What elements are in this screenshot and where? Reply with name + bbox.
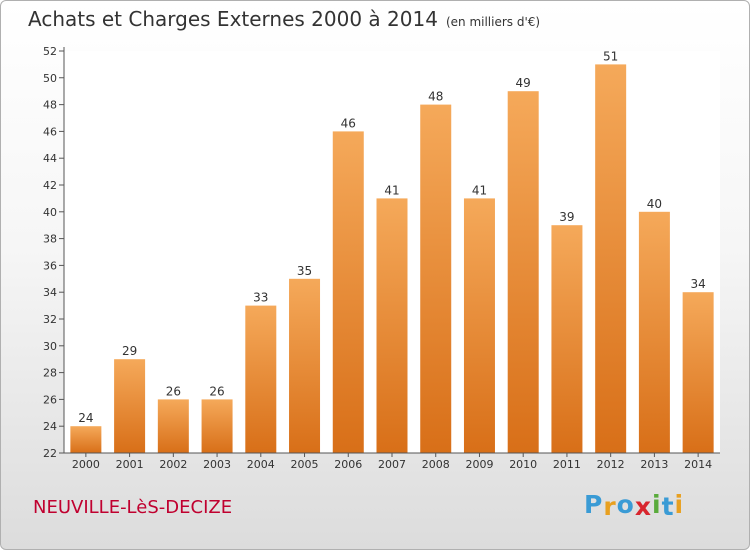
logo-letter: x	[634, 492, 652, 521]
x-tick-label: 2013	[640, 458, 668, 471]
title-unit: (en milliers d'€)	[445, 15, 541, 29]
bar-value-label: 35	[297, 264, 312, 278]
bar-value-label: 26	[166, 384, 181, 398]
chart-title: Achats et Charges Externes 2000 à 2014 (e…	[28, 7, 540, 31]
y-tick-label: 32	[43, 313, 57, 326]
y-tick-label: 48	[43, 99, 57, 112]
x-tick-label: 2002	[159, 458, 187, 471]
x-tick-label: 2010	[509, 458, 537, 471]
bar-value-label: 26	[209, 384, 224, 398]
title-text: Achats et Charges Externes 2000 à 2014	[28, 7, 438, 31]
logo-letter: o	[616, 490, 635, 519]
bar-value-label: 41	[472, 183, 487, 197]
bar	[114, 359, 146, 453]
y-tick-label: 42	[43, 179, 57, 192]
logo-letter: t	[661, 492, 675, 521]
bar	[420, 104, 452, 453]
bar	[70, 426, 102, 453]
bar	[157, 399, 189, 453]
logo-letter: P	[584, 490, 604, 519]
y-tick-label: 28	[43, 367, 57, 380]
bar-value-label: 48	[428, 90, 443, 104]
x-tick-label: 2003	[203, 458, 231, 471]
bar	[551, 225, 583, 453]
y-tick-label: 52	[43, 45, 57, 58]
x-tick-label: 2004	[247, 458, 275, 471]
bar-value-label: 39	[559, 210, 574, 224]
bar-value-label: 49	[516, 76, 531, 90]
y-tick-label: 36	[43, 259, 57, 272]
x-tick-label: 2005	[291, 458, 319, 471]
bar-value-label: 29	[122, 344, 137, 358]
bar	[245, 305, 277, 453]
bar	[201, 399, 233, 453]
bar-value-label: 33	[253, 291, 268, 305]
bar	[376, 198, 408, 453]
bar	[463, 198, 495, 453]
x-tick-label: 2000	[72, 458, 100, 471]
logo-letter: r	[603, 492, 617, 521]
bar-value-label: 41	[384, 183, 399, 197]
x-tick-label: 2009	[465, 458, 493, 471]
x-tick-label: 2008	[422, 458, 450, 471]
y-tick-label: 46	[43, 125, 57, 138]
bar-value-label: 40	[647, 197, 662, 211]
x-tick-label: 2001	[116, 458, 144, 471]
bar-value-label: 51	[603, 49, 618, 63]
y-tick-label: 26	[43, 393, 57, 406]
x-tick-label: 2012	[597, 458, 625, 471]
bar	[332, 131, 364, 453]
logo-letter: i	[674, 490, 685, 519]
bar	[289, 278, 321, 453]
x-tick-label: 2006	[334, 458, 362, 471]
y-tick-label: 38	[43, 233, 57, 246]
x-tick-label: 2011	[553, 458, 581, 471]
y-tick-label: 44	[43, 152, 57, 165]
proxiti-logo: Proxiti	[584, 490, 685, 521]
y-tick-label: 24	[43, 420, 57, 433]
y-tick-label: 34	[43, 286, 57, 299]
y-tick-label: 50	[43, 72, 57, 85]
y-tick-label: 22	[43, 447, 57, 460]
commune-name: NEUVILLE-LèS-DECIZE	[33, 497, 233, 518]
x-tick-label: 2014	[684, 458, 712, 471]
x-tick-label: 2007	[378, 458, 406, 471]
bar-value-label: 24	[78, 411, 93, 425]
bar	[682, 292, 714, 453]
bar	[638, 211, 670, 453]
bar	[507, 91, 539, 453]
y-tick-label: 30	[43, 340, 57, 353]
bar-value-label: 46	[341, 116, 356, 130]
logo-letter: i	[652, 490, 662, 519]
bar-value-label: 34	[690, 277, 705, 291]
y-tick-label: 40	[43, 206, 57, 219]
bar	[595, 64, 627, 454]
